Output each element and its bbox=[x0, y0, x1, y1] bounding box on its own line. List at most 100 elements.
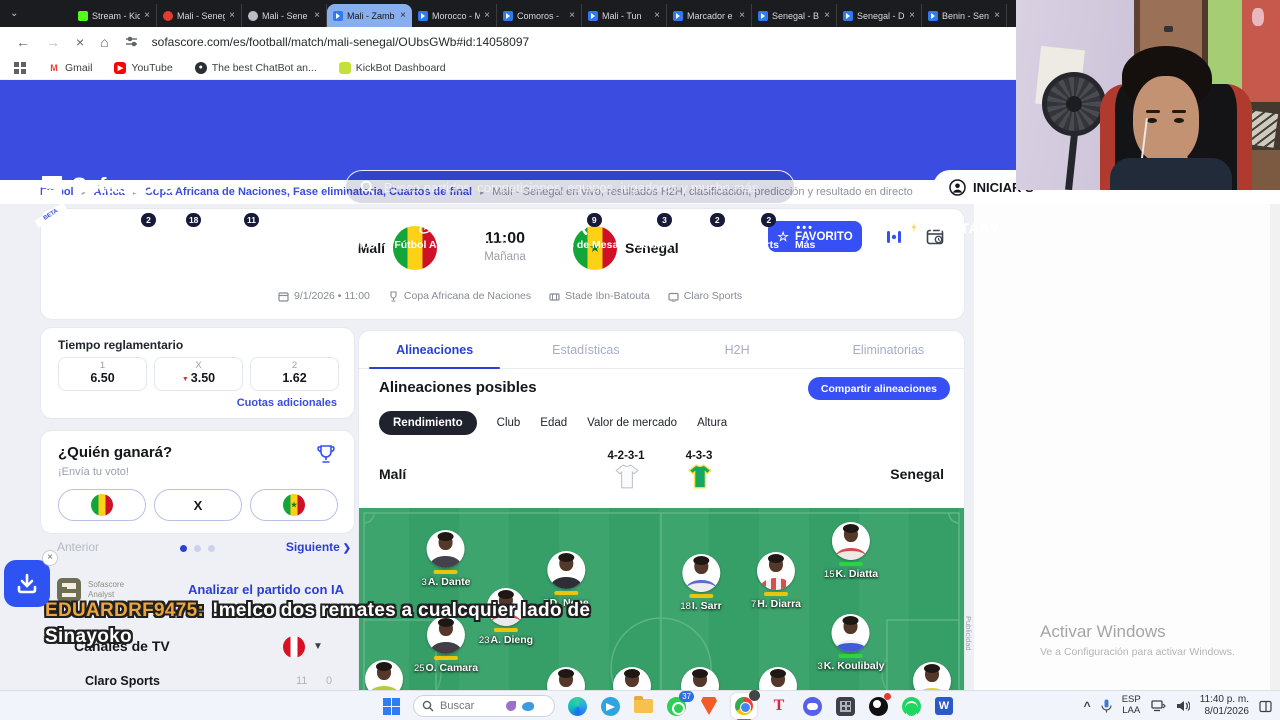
tab-close-icon[interactable] bbox=[569, 10, 575, 21]
telegram-icon[interactable] bbox=[599, 695, 621, 717]
tab-alineaciones[interactable]: Alineaciones bbox=[359, 331, 510, 369]
bookmark-gmail[interactable]: M Gmail bbox=[48, 62, 92, 74]
search-input[interactable] bbox=[384, 179, 780, 195]
chevron-down-icon[interactable] bbox=[313, 641, 323, 652]
browser-tab[interactable]: Morocco - M bbox=[412, 4, 497, 27]
bookmark-youtube[interactable]: ▶ YouTube bbox=[114, 61, 173, 74]
edge-icon[interactable] bbox=[566, 695, 588, 717]
close-icon[interactable] bbox=[42, 550, 58, 566]
additional-odds-link[interactable]: Cuotas adicionales bbox=[236, 397, 337, 409]
browser-tab[interactable]: Benin - Sen bbox=[922, 4, 1007, 27]
taskbar-search-input[interactable] bbox=[440, 700, 500, 712]
calculator-icon[interactable] bbox=[834, 695, 856, 717]
pager-dot[interactable] bbox=[180, 545, 187, 552]
tab-estadisticas[interactable]: Estadísticas bbox=[552, 342, 620, 357]
browser-tab[interactable]: Mali - Seneg bbox=[157, 4, 242, 27]
tv-upvotes[interactable]: 11 bbox=[296, 675, 308, 687]
nav-balonmano[interactable]: Balonmano bbox=[466, 210, 539, 260]
microphone-icon[interactable] bbox=[1101, 699, 1112, 713]
tab-close-icon[interactable] bbox=[400, 10, 406, 21]
volume-icon[interactable] bbox=[1176, 700, 1190, 712]
tab-eliminatorias[interactable]: Eliminatorias bbox=[852, 342, 925, 357]
browser-tab[interactable]: Marcador e bbox=[667, 4, 752, 27]
tab-close-icon[interactable] bbox=[994, 10, 1000, 21]
notification-center-icon[interactable] bbox=[1259, 700, 1272, 713]
nav-futbol[interactable]: 2 Fútbol bbox=[113, 210, 162, 260]
taskbar-search[interactable] bbox=[413, 695, 555, 717]
home-icon[interactable]: ⌂ bbox=[100, 33, 109, 50]
player-dieng[interactable]: 23A. Dieng bbox=[479, 588, 533, 646]
word-icon[interactable]: W bbox=[933, 695, 955, 717]
taskbar-clock[interactable]: 11:40 p. m. 8/01/2026 bbox=[1199, 693, 1249, 718]
network-icon[interactable] bbox=[1151, 700, 1166, 712]
player-camara[interactable]: 25O. Camara bbox=[414, 616, 478, 674]
odd-x[interactable]: X 3.50 bbox=[154, 357, 243, 391]
whatsapp-icon[interactable]: 37 bbox=[665, 691, 694, 717]
analyze-with-ai-link[interactable]: Analizar el partido con IA bbox=[188, 582, 355, 612]
sofascore-search[interactable] bbox=[345, 170, 795, 204]
odd-1[interactable]: 1 6.50 bbox=[58, 357, 147, 391]
pager-dot[interactable] bbox=[194, 545, 201, 552]
sofascore-logo[interactable]: Sofascore bbox=[40, 173, 174, 199]
tab-close-icon[interactable] bbox=[484, 10, 490, 21]
player-diatta[interactable]: 15K. Diatta bbox=[824, 522, 878, 580]
browser-tab-active[interactable]: Mali - Zamb bbox=[327, 4, 412, 27]
file-explorer-icon[interactable] bbox=[632, 695, 654, 717]
pager-next[interactable]: Siguiente bbox=[286, 540, 351, 554]
fantasy-link[interactable]: FANTASY bbox=[905, 218, 1000, 237]
browser-tab[interactable]: Senegal - B bbox=[752, 4, 837, 27]
browser-tab[interactable]: Mali - Tun bbox=[582, 4, 667, 27]
home-team-name[interactable]: Malí bbox=[357, 240, 385, 256]
player-dante[interactable]: 3A. Dante bbox=[422, 530, 470, 588]
spotify-icon[interactable] bbox=[900, 695, 922, 717]
nav-tenis[interactable]: 18 Tenis bbox=[161, 210, 204, 260]
scrollbar[interactable] bbox=[1270, 80, 1280, 690]
nav-esports[interactable]: 2 Esports bbox=[739, 213, 779, 251]
add-to-calendar-icon[interactable] bbox=[925, 227, 945, 247]
tab-close-icon[interactable] bbox=[229, 10, 235, 21]
browser-tab[interactable]: Comoros - bbox=[497, 4, 582, 27]
language-indicator[interactable]: ESP LAA bbox=[1121, 694, 1141, 716]
player-nene[interactable]: 7D. Nene bbox=[543, 551, 589, 609]
filter-valor[interactable]: Valor de mercado bbox=[587, 417, 678, 429]
tab-search-chevron-icon[interactable]: ⌄ bbox=[10, 8, 19, 19]
tab-close-icon[interactable] bbox=[314, 10, 320, 21]
nav-mas[interactable]: ••• Más bbox=[787, 210, 823, 260]
tab-h2h[interactable]: H2H bbox=[724, 342, 750, 357]
player-diarra[interactable]: 7H. Diarra bbox=[751, 552, 801, 610]
vote-home-button[interactable] bbox=[58, 489, 146, 521]
forward-icon[interactable]: → bbox=[46, 33, 60, 50]
browser-tab[interactable]: Stream - Kic bbox=[72, 4, 157, 27]
compare-odds-icon[interactable] bbox=[884, 227, 904, 247]
peru-flag[interactable] bbox=[283, 636, 305, 658]
filter-altura[interactable]: Altura bbox=[697, 417, 728, 429]
tab-close-icon[interactable] bbox=[144, 10, 150, 21]
pager-prev[interactable]: Anterior bbox=[57, 540, 100, 554]
tab-close-icon[interactable] bbox=[739, 10, 745, 21]
nav-dardos[interactable]: 2 Dardos bbox=[687, 213, 725, 251]
tab-close-icon[interactable] bbox=[824, 10, 830, 21]
bookmark-kickbot[interactable]: KickBot Dashboard bbox=[338, 61, 446, 74]
share-lineups-button[interactable]: Compartir alineaciones bbox=[807, 377, 950, 400]
pager-dot[interactable] bbox=[208, 545, 215, 552]
vote-away-button[interactable]: ★ bbox=[250, 489, 338, 521]
nav-beisbol[interactable]: Béisbol bbox=[276, 210, 330, 260]
chrome-icon[interactable] bbox=[731, 690, 760, 720]
start-button[interactable] bbox=[380, 695, 402, 717]
download-button[interactable] bbox=[4, 560, 50, 607]
browser-tab[interactable]: Mali - Sene bbox=[242, 4, 327, 27]
tray-expand-icon[interactable] bbox=[1084, 697, 1091, 715]
away-team-name[interactable]: Senegal bbox=[625, 240, 679, 256]
bookmark-chatbot[interactable]: ● The best ChatBot an... bbox=[194, 61, 317, 74]
url-text[interactable]: sofascore.com/es/football/match/mali-sen… bbox=[151, 34, 530, 49]
breadcrumb-link[interactable]: África bbox=[93, 186, 125, 198]
filter-club[interactable]: Club bbox=[496, 417, 521, 429]
odd-2[interactable]: 2 1.62 bbox=[250, 357, 339, 391]
nav-voleibol[interactable]: Voleibol bbox=[330, 210, 386, 260]
player-sarr[interactable]: 18I. Sarr bbox=[680, 554, 722, 612]
back-icon[interactable]: ← bbox=[16, 33, 30, 50]
site-settings-icon[interactable] bbox=[125, 35, 138, 48]
obs-icon[interactable] bbox=[867, 693, 891, 717]
player-koulibaly[interactable]: 3K. Koulibaly bbox=[818, 614, 884, 672]
discord-icon[interactable] bbox=[801, 695, 823, 717]
